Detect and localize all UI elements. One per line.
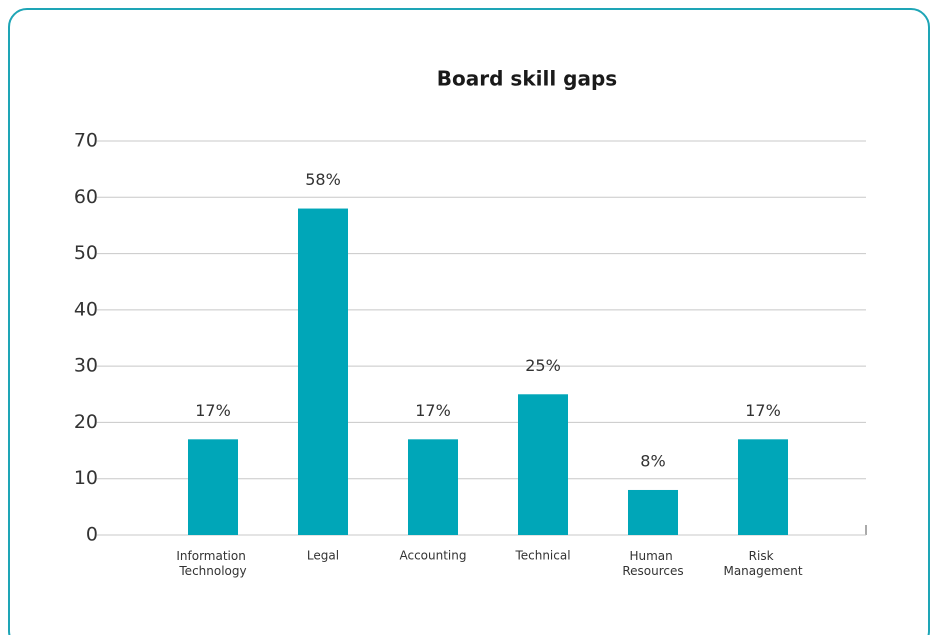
y-tick-label: 10 bbox=[74, 467, 98, 489]
bar bbox=[628, 489, 678, 535]
bar bbox=[408, 439, 458, 535]
y-tick-label: 60 bbox=[74, 186, 98, 208]
y-tick-label: 70 bbox=[74, 130, 98, 152]
x-tick-label: Legal bbox=[307, 549, 339, 563]
x-tick-label: Human Resources bbox=[622, 549, 683, 578]
value-label: 25% bbox=[525, 356, 561, 375]
x-tick-label: Technical bbox=[514, 549, 570, 563]
y-tick-label: 20 bbox=[74, 411, 98, 433]
card-border bbox=[8, 8, 930, 635]
y-tick-label: 50 bbox=[74, 242, 98, 264]
value-label: 17% bbox=[745, 401, 781, 420]
value-label: 58% bbox=[305, 170, 341, 189]
value-label: 8% bbox=[640, 451, 665, 470]
y-tick-label: 40 bbox=[74, 298, 98, 320]
value-label: 17% bbox=[195, 401, 231, 420]
y-tick-label: 0 bbox=[86, 524, 98, 546]
chart-title: Board skill gaps bbox=[437, 67, 617, 91]
y-tick-label: 30 bbox=[74, 355, 98, 377]
x-tick-label: Information Technology bbox=[176, 549, 249, 578]
bar bbox=[298, 208, 348, 536]
bar bbox=[518, 394, 568, 535]
bar bbox=[738, 439, 788, 535]
bar bbox=[188, 439, 238, 535]
x-tick-label: Accounting bbox=[399, 549, 466, 563]
value-label: 17% bbox=[415, 401, 451, 420]
x-tick-label: Risk Management bbox=[723, 549, 802, 578]
